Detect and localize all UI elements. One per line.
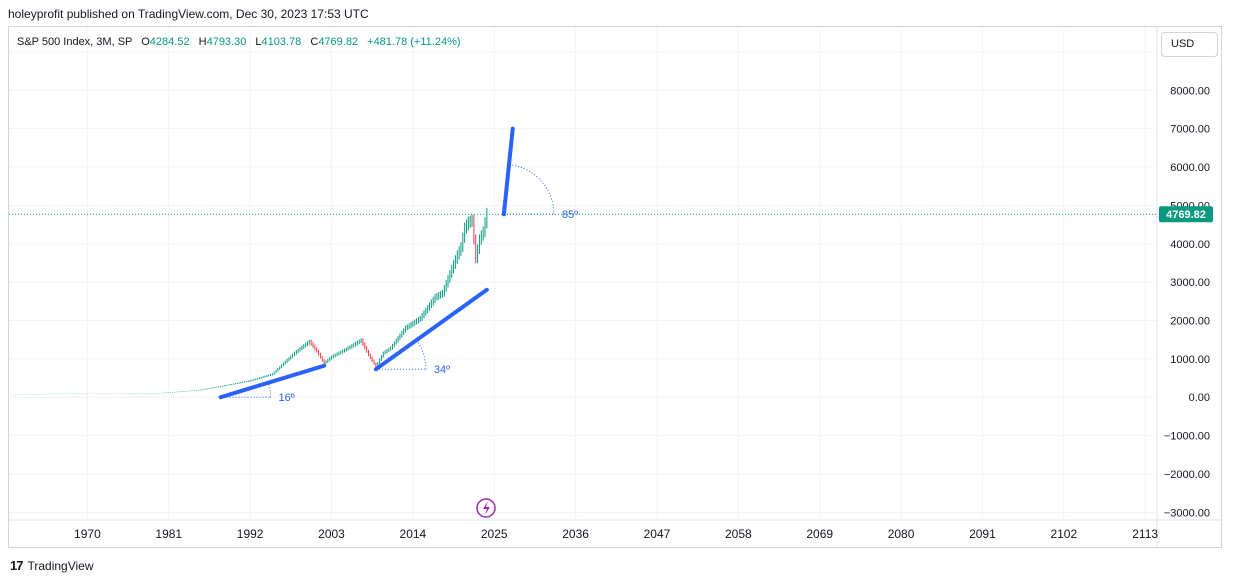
y-tick-label: 4000.00: [1170, 239, 1210, 251]
lightning-icon[interactable]: [476, 498, 496, 518]
legend-close-value: 4769.82: [318, 36, 359, 48]
x-tick-label: 2058: [725, 527, 752, 541]
x-tick-label: 2102: [1050, 527, 1077, 541]
angle-label: 85º: [562, 209, 578, 221]
y-tick-label: 2000.00: [1170, 315, 1210, 327]
x-tick-label: 1970: [74, 527, 101, 541]
legend-open-label: O: [141, 36, 150, 48]
legend-change: +481.78 (+11.24%): [367, 36, 461, 48]
angle-label: 34º: [434, 364, 450, 376]
x-tick-label: 2003: [318, 527, 345, 541]
x-tick-label: 2036: [562, 527, 589, 541]
currency-button[interactable]: USD: [1161, 32, 1218, 57]
angle-label: 16º: [279, 392, 295, 404]
trend-line: [501, 126, 515, 217]
x-tick-label: 1981: [155, 527, 182, 541]
publish-line: holeyprofit published on TradingView.com…: [8, 7, 369, 21]
y-tick-label: 6000.00: [1170, 162, 1210, 174]
chart-frame: [8, 26, 1222, 548]
footer: 17 TradingView: [10, 558, 94, 573]
y-tick-label: −3000.00: [1164, 507, 1210, 519]
legend-high-value: 4793.30: [206, 36, 247, 48]
x-tick-label: 2047: [644, 527, 671, 541]
chart-legend: S&P 500 Index, 3M, SP O4284.52 H4793.30 …: [17, 36, 461, 48]
lightning-bolt: [483, 501, 490, 515]
x-tick-label: 2113: [1132, 527, 1158, 541]
trend-line: [218, 363, 327, 400]
y-tick-label: 8000.00: [1170, 85, 1210, 97]
current-price-label: 4769.82: [1166, 209, 1206, 221]
x-tick-label: 2069: [806, 527, 833, 541]
x-tick-label: 2091: [969, 527, 996, 541]
x-tick-label: 2025: [481, 527, 508, 541]
y-tick-label: 0.00: [1189, 392, 1210, 404]
legend-low-label: L: [255, 36, 262, 48]
trend-line: [373, 287, 489, 372]
current-price-tag: [1159, 206, 1213, 223]
y-tick-label: −1000.00: [1164, 431, 1210, 443]
y-tick-label: −2000.00: [1164, 469, 1210, 481]
angle-arc: [267, 382, 272, 398]
tradingview-logo-icon: 17: [10, 558, 24, 573]
y-tick-label: 1000.00: [1170, 354, 1210, 366]
angle-arc: [416, 339, 427, 370]
legend-open-value: 4284.52: [149, 36, 190, 48]
legend-close-label: C: [310, 36, 319, 48]
legend-low-value: 4103.78: [261, 36, 302, 48]
legend-symbol: S&P 500 Index, 3M, SP: [17, 36, 133, 48]
angle-arc: [508, 164, 555, 215]
x-tick-label: 1992: [237, 527, 264, 541]
y-tick-label: 3000.00: [1170, 277, 1210, 289]
x-tick-label: 2014: [400, 527, 427, 541]
y-tick-label: 7000.00: [1170, 124, 1210, 136]
footer-brand: TradingView: [27, 558, 94, 573]
legend-high-label: H: [198, 36, 207, 48]
x-tick-label: 2080: [888, 527, 915, 541]
